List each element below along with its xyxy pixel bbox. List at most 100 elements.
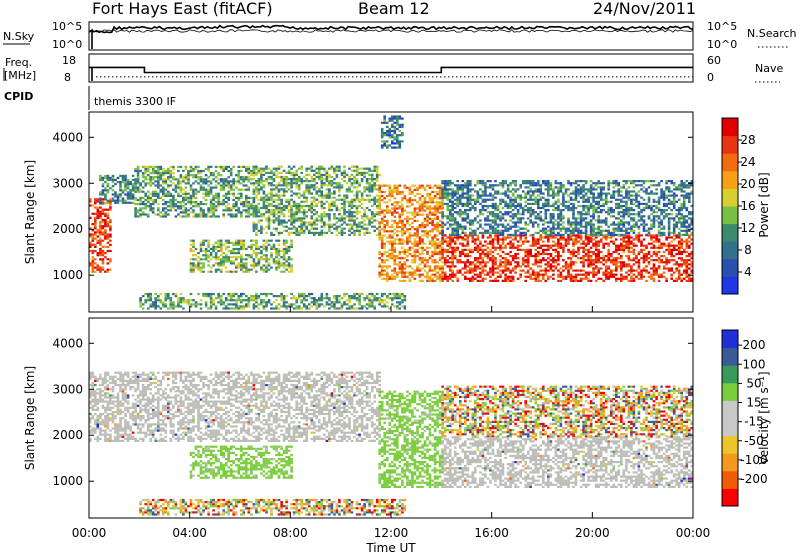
power-cell xyxy=(562,217,565,220)
power-cell xyxy=(592,238,595,241)
power-cell xyxy=(506,236,510,239)
power-cell xyxy=(323,202,326,205)
power-cell xyxy=(287,204,291,208)
power-cell xyxy=(607,250,610,254)
power-cell xyxy=(199,203,203,206)
power-cell xyxy=(539,215,543,218)
power-cell xyxy=(559,211,563,214)
power-cell xyxy=(632,252,636,256)
power-cell xyxy=(91,252,95,255)
power-cell xyxy=(519,227,522,230)
power-cell xyxy=(219,239,223,242)
power-cell xyxy=(164,182,168,185)
power-cell xyxy=(96,231,100,234)
power-cell xyxy=(101,189,105,192)
power-cell xyxy=(509,242,512,245)
power-cell xyxy=(612,259,616,262)
power-cell xyxy=(368,167,371,170)
power-cell xyxy=(438,267,442,270)
power-cell xyxy=(353,223,356,226)
power-cell xyxy=(461,231,465,234)
power-cell xyxy=(149,209,152,212)
power-cell xyxy=(360,215,364,218)
power-cell xyxy=(182,169,185,173)
power-cell xyxy=(690,242,694,245)
power-cell xyxy=(94,245,97,248)
power-cell xyxy=(373,219,376,222)
power-cell xyxy=(285,204,288,208)
power-cell xyxy=(252,239,256,242)
power-cell xyxy=(491,196,495,199)
power-cell xyxy=(318,188,321,191)
power-cell xyxy=(496,217,500,220)
power-cell xyxy=(144,184,147,187)
power-cell xyxy=(189,211,193,214)
power-cell xyxy=(589,261,593,264)
power-cell xyxy=(353,219,356,222)
power-cell xyxy=(456,213,459,216)
power-cell xyxy=(350,227,354,230)
power-cell xyxy=(448,250,452,254)
power-cell xyxy=(338,231,341,234)
power-cell xyxy=(345,223,349,226)
power-cell xyxy=(461,194,465,197)
power-cell xyxy=(396,226,399,229)
power-cell xyxy=(537,255,540,258)
power-cell xyxy=(524,194,527,197)
power-cell xyxy=(96,200,100,203)
power-cell xyxy=(627,257,631,260)
power-cell xyxy=(398,261,402,264)
power-cell xyxy=(640,242,643,245)
power-cell xyxy=(622,275,626,278)
power-cell xyxy=(514,236,517,239)
power-cell xyxy=(401,224,404,227)
power-cell xyxy=(106,201,110,204)
power-cell xyxy=(157,172,160,175)
power-cell xyxy=(562,277,565,280)
power-cell xyxy=(499,255,502,258)
power-cell xyxy=(310,227,314,230)
power-cell xyxy=(227,270,230,273)
power-cell xyxy=(537,279,540,282)
power-cell xyxy=(642,252,646,256)
power-cell xyxy=(262,196,266,199)
power-cell xyxy=(569,279,573,282)
power-cell xyxy=(320,221,324,224)
power-cell xyxy=(446,217,449,220)
power-cell xyxy=(655,259,658,262)
power-cell xyxy=(542,204,545,208)
power-cell xyxy=(491,225,495,228)
power-cell xyxy=(199,169,203,173)
power-cell xyxy=(151,176,155,179)
power-cell xyxy=(632,248,636,251)
power-cell xyxy=(615,265,618,268)
power-cell xyxy=(391,252,394,256)
power-cell xyxy=(275,198,278,201)
power-cell xyxy=(491,257,495,260)
power-cell xyxy=(499,244,502,247)
power-cell xyxy=(469,194,472,197)
power-cell xyxy=(456,259,459,262)
power-cell xyxy=(617,257,621,260)
power-cell xyxy=(237,207,241,210)
power-cell xyxy=(386,277,389,280)
power-cell xyxy=(89,200,92,203)
power-cell xyxy=(587,252,590,256)
power-cell xyxy=(320,186,324,189)
power-cell xyxy=(353,229,356,232)
power-cell xyxy=(255,264,258,267)
power-cell xyxy=(262,167,266,170)
power-cell xyxy=(192,264,195,267)
power-cell xyxy=(675,244,678,247)
power-cell xyxy=(398,205,402,208)
power-cell xyxy=(335,217,339,220)
power-cell xyxy=(466,192,470,195)
power-cell xyxy=(119,189,122,192)
power-cell xyxy=(448,265,452,268)
power-cell xyxy=(353,215,356,218)
power-cell xyxy=(267,167,271,170)
power-cell xyxy=(652,240,656,243)
power-cell xyxy=(189,201,193,204)
power-cell xyxy=(255,165,258,168)
power-cell xyxy=(106,174,110,177)
